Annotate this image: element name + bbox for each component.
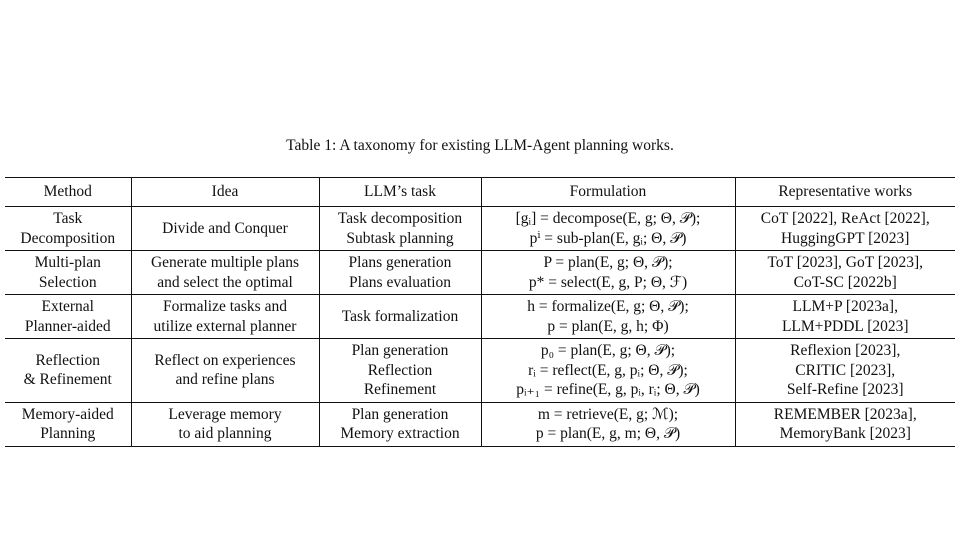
cell-llm-task-line: Plan generation [351,405,449,423]
cell-representative-works: ToT [2023], GoT [2023], CoT-SC [2022b] [735,251,955,295]
cell-method-line: External [41,298,94,315]
cell-llm-task: Plan generation Memory extraction [319,402,482,446]
header-representative-works: Representative works [778,183,913,201]
cell-idea: Generate multiple plans and select the op… [131,250,320,295]
cell-method: Multi-plan Selection [5,250,132,295]
cell-idea: Divide and Conquer [131,206,320,251]
cell-method-line: Task [53,210,83,227]
cell-llm-task-line: Reflection [367,361,433,379]
table-row: External Planner-aided Formalize tasks and… [5,294,955,339]
cell-llm-task-line: Plan generation [351,342,449,359]
cell-representative-works-line: CRITIC [2023], [795,361,896,379]
cell-method: Memory-aided Planning [5,402,132,446]
cell-formulation-line: m = retrieve(E, g; ℳ); [537,405,679,423]
cell-method-line: & Refinement [23,371,112,389]
cell-llm-task: Plan generation Reflection Refinement [319,338,482,402]
cell-llm-task-line: Task decomposition [337,210,463,227]
cell-formulation: P = plan(E, g; Θ, 𝒫); p* = select(E, g, P… [481,250,736,295]
table-row: Reflection & Refinement Reflect on experie… [5,338,955,403]
cell-formulation-line: p* = select(E, g, P; Θ, ℱ) [528,273,688,291]
cell-representative-works-line: HuggingGPT [2023] [781,229,910,247]
cell-formulation-line: P = plan(E, g; Θ, 𝒫); [543,254,673,271]
cell-formulation: h = formalize(E, g; Θ, 𝒫); p = plan(E, g,… [481,294,736,339]
cell-method-line: Memory-aided [21,405,114,423]
header-idea: Idea [131,177,320,207]
table-caption: Table 1: A taxonomy for existing LLM-Age… [286,137,674,154]
cell-llm-task-line: Plans generation [348,254,452,271]
cell-formulation: [gᵢ] = decompose(E, g; Θ, 𝒫); pⁱ = sub-pl… [481,206,736,251]
cell-method-line: Multi-plan [34,254,101,271]
cell-method-line: Decomposition [20,229,116,247]
header-formulation: Formulation [481,177,736,207]
cell-idea-line: utilize external planner [153,317,297,335]
cell-formulation-line: pᵢ₊₁ = refine(E, g, pᵢ, rᵢ; Θ, 𝒫) [516,381,700,398]
table-row: Memory-aided Planning Leverage memory to ai… [5,402,955,446]
cell-formulation-line: p = plan(E, g, h; Φ) [547,317,669,335]
cell-llm-task-line: Memory extraction [340,425,460,442]
cell-representative-works: LLM+P [2023a], LLM+PDDL [2023] [735,295,955,339]
cell-formulation-line: [gᵢ] = decompose(E, g; Θ, 𝒫); [515,210,701,227]
header-method: Method [5,177,132,207]
cell-representative-works-line: CoT-SC [2022b] [793,273,897,291]
cell-idea-line: Leverage memory [168,405,282,423]
taxonomy-table: Method Idea LLM’s task Formulation Repre… [5,177,955,447]
cell-formulation-line: p = plan(E, g, m; Θ, 𝒫) [535,425,681,442]
cell-method: External Planner-aided [5,294,132,339]
cell-idea-line: and select the optimal [157,273,293,291]
cell-idea-line: Divide and Conquer [162,219,288,237]
cell-method: Task Decomposition [5,206,132,251]
cell-idea-line: Generate multiple plans [150,254,300,271]
table-header-row: Method Idea LLM’s task Formulation Repre… [5,177,955,207]
cell-idea: Reflect on experiences and refine plans [131,338,320,402]
cell-llm-task: Task decomposition Subtask planning [319,206,482,251]
cell-method-line: Selection [38,273,97,291]
cell-representative-works-line: Self-Refine [2023] [786,381,904,398]
cell-idea: Leverage memory to aid planning [131,402,320,446]
cell-idea-line: Reflect on experiences [154,351,296,369]
cell-llm-task-line: Subtask planning [346,229,454,247]
cell-formulation: m = retrieve(E, g; ℳ); p = plan(E, g, m; … [481,402,736,446]
cell-representative-works-line: LLM+PDDL [2023] [781,317,909,335]
cell-formulation-line: rᵢ = reflect(E, g, pᵢ; Θ, 𝒫); [528,361,688,379]
cell-formulation-line: p₀ = plan(E, g; Θ, 𝒫); [540,342,676,359]
cell-method-line: Reflection [35,351,101,369]
cell-idea-line: and refine plans [175,371,275,389]
table-row: Multi-plan Selection Generate multiple pla… [5,250,955,295]
cell-representative-works-line: MemoryBank [2023] [779,425,911,442]
cell-method-line: Planner-aided [24,317,111,335]
cell-representative-works-line: ToT [2023], GoT [2023], [767,254,923,271]
cell-formulation-line: h = formalize(E, g; Θ, 𝒫); [527,298,689,315]
cell-formulation-line: pⁱ = sub-plan(E, gᵢ; Θ, 𝒫) [529,229,687,247]
cell-representative-works: CoT [2022], ReAct [2022], HuggingGPT [202… [735,207,955,251]
cell-representative-works-line: REMEMBER [2023a], [773,405,917,423]
cell-llm-task: Task formalization [319,294,482,339]
cell-representative-works-line: Reflexion [2023], [790,342,901,359]
cell-llm-task-line: Task formalization [341,307,459,325]
cell-method-line: Planning [40,425,96,442]
cell-representative-works: REMEMBER [2023a], MemoryBank [2023] [735,402,955,446]
cell-idea: Formalize tasks and utilize external plan… [131,294,320,339]
table-row: Task Decomposition Divide and Conquer Task … [5,206,955,251]
table-body: Task Decomposition Divide and Conquer Task … [5,206,955,446]
cell-llm-task-line: Plans evaluation [348,273,452,291]
cell-llm-task-line: Refinement [363,381,437,398]
cell-llm-task: Plans generation Plans evaluation [319,250,482,295]
header-llm-task: LLM’s task [319,177,482,207]
cell-representative-works: Reflexion [2023], CRITIC [2023], Self-Refi… [735,339,955,403]
cell-formulation: p₀ = plan(E, g; Θ, 𝒫); rᵢ = reflect(E, g,… [481,338,736,402]
cell-idea-line: Formalize tasks and [163,298,287,315]
cell-idea-line: to aid planning [178,425,272,442]
cell-representative-works-line: LLM+P [2023a], [792,298,898,315]
cell-method: Reflection & Refinement [5,338,132,402]
cell-representative-works-line: CoT [2022], ReAct [2022], [760,210,930,227]
